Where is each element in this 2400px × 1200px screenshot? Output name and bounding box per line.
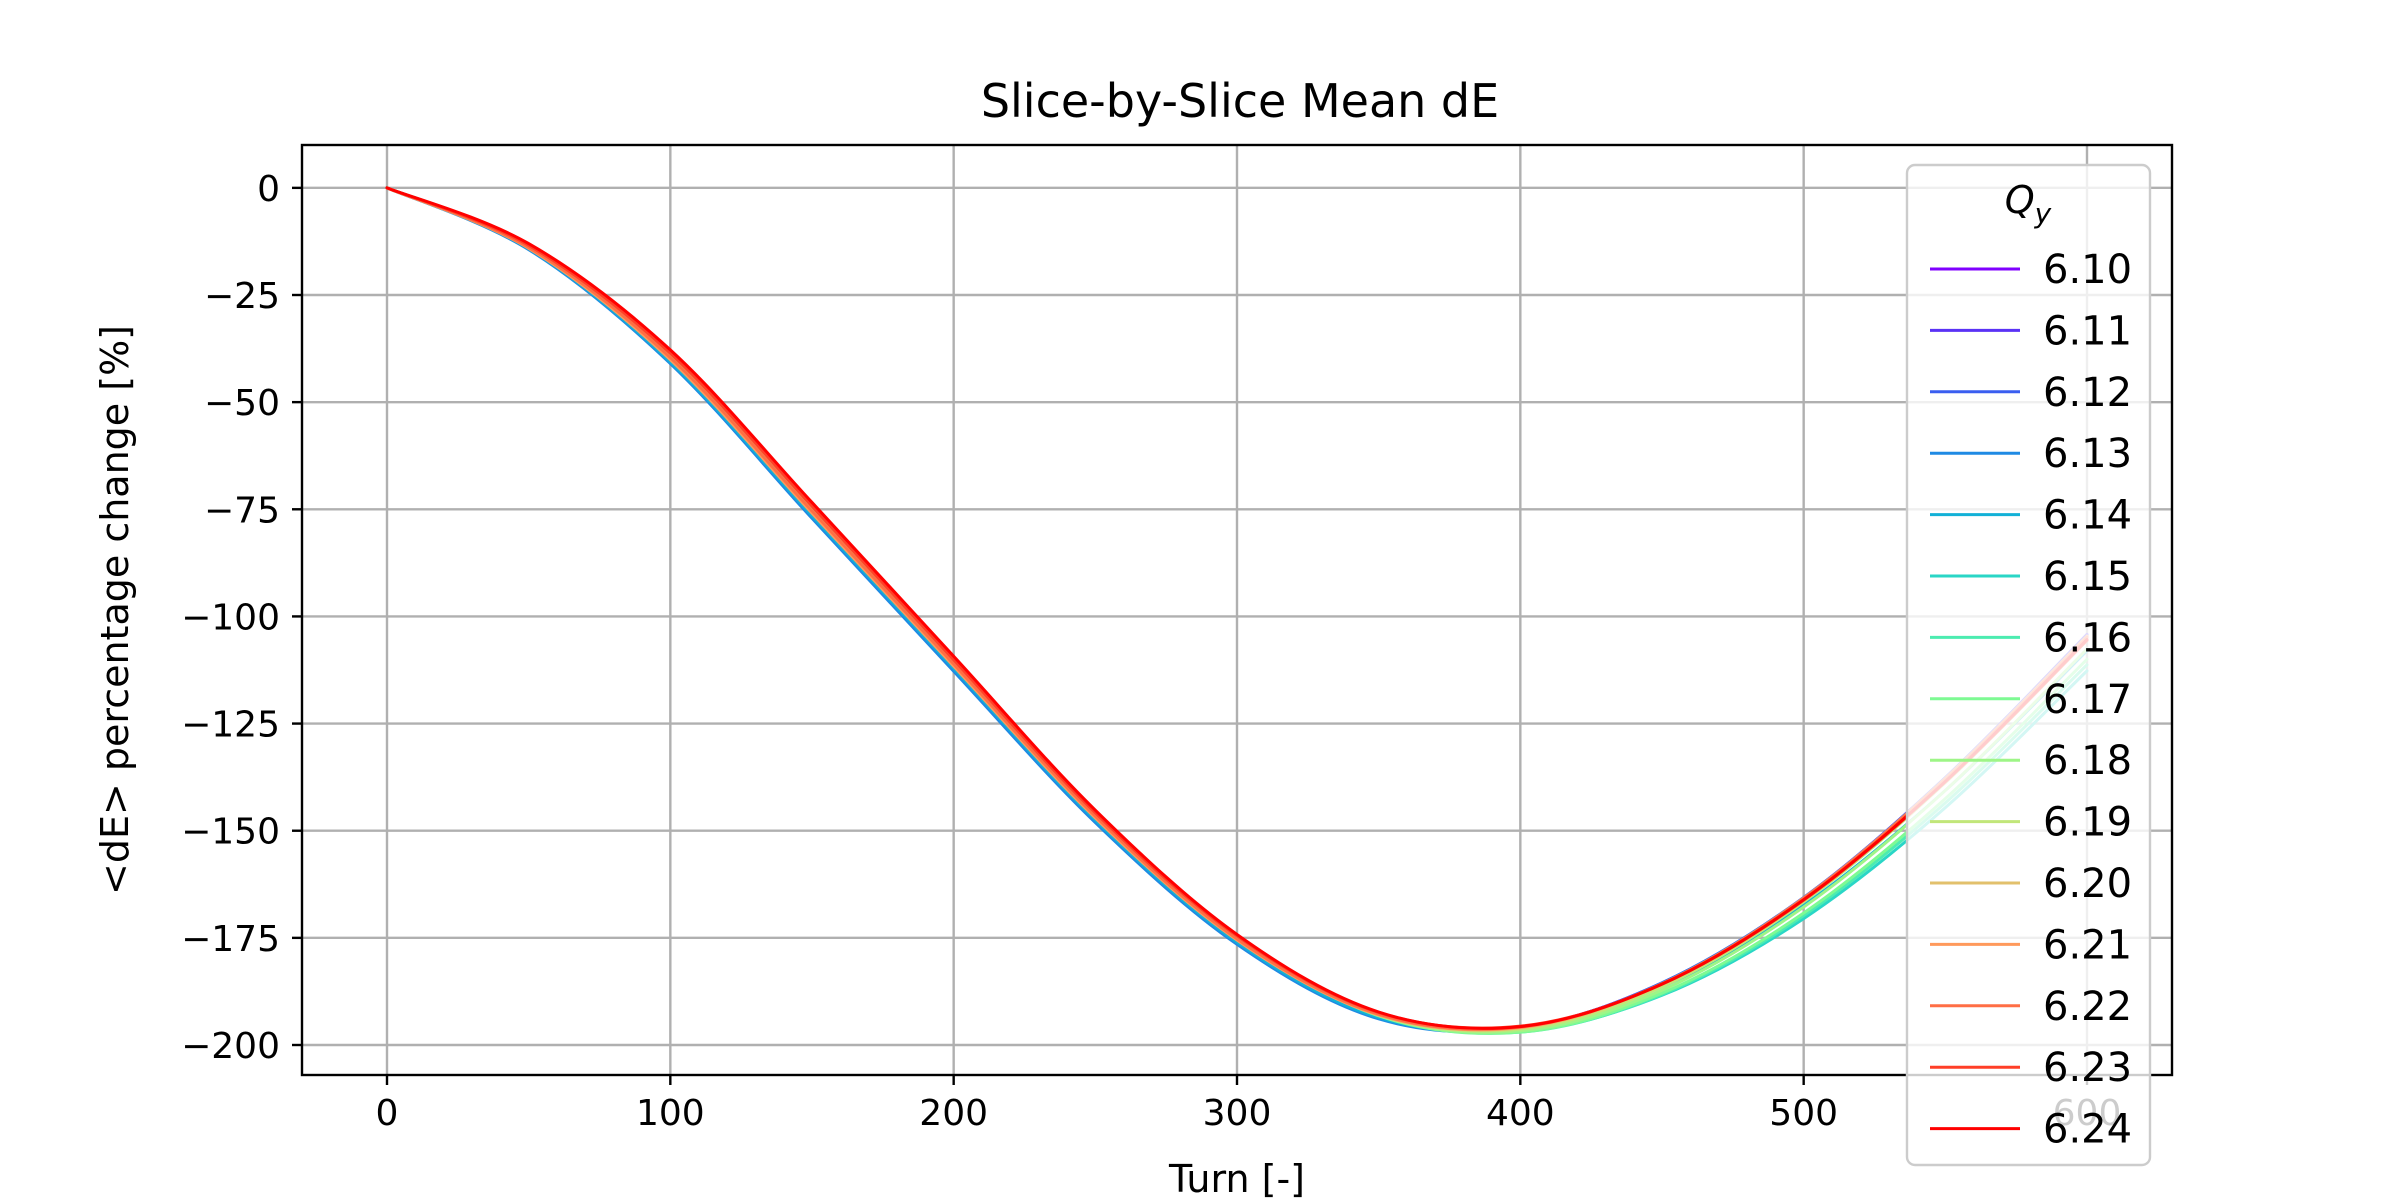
legend-item: 6.14 — [1930, 493, 2132, 539]
series-layer — [385, 186, 2089, 1035]
y-tick-label: 0 — [257, 169, 280, 210]
legend-item: 6.13 — [1930, 431, 2132, 477]
legend: Qy 6.106.116.126.136.146.156.166.176.186… — [1905, 163, 2152, 1167]
legend-item: 6.22 — [1930, 984, 2132, 1030]
legend-item: 6.16 — [1930, 615, 2132, 661]
legend-title-main: Q — [2005, 178, 2035, 222]
x-tick-label: 500 — [1769, 1093, 1838, 1134]
legend-item: 6.15 — [1930, 554, 2132, 600]
legend-label: 6.12 — [2043, 370, 2132, 416]
legend-item: 6.18 — [1930, 738, 2132, 784]
legend-title: Qy — [2005, 178, 2052, 230]
legend-item: 6.12 — [1930, 370, 2132, 416]
legend-label: 6.18 — [2043, 738, 2132, 784]
y-tick-label: −100 — [181, 597, 280, 638]
legend-item: 6.11 — [1930, 308, 2132, 354]
y-tick-label: −200 — [181, 1026, 280, 1067]
x-tick-label: 0 — [376, 1093, 399, 1134]
legend-item: 6.21 — [1930, 922, 2132, 968]
legend-label: 6.23 — [2043, 1045, 2132, 1091]
legend-label: 6.11 — [2043, 308, 2132, 354]
legend-box — [1905, 163, 2152, 1167]
legend-label: 6.21 — [2043, 922, 2132, 968]
legend-item: 6.19 — [1930, 800, 2132, 846]
legend-label: 6.15 — [2043, 554, 2132, 600]
x-axis-label: Turn [-] — [1168, 1157, 1305, 1200]
x-tick-label: 300 — [1203, 1093, 1272, 1134]
y-axis-label: <dE> percentage change [%] — [93, 325, 137, 895]
x-tick-label: 400 — [1486, 1093, 1555, 1134]
legend-title-sub: y — [2034, 197, 2052, 230]
legend-label: 6.24 — [2043, 1107, 2132, 1153]
chart-title: Slice-by-Slice Mean dE — [981, 74, 1499, 128]
legend-label: 6.13 — [2043, 431, 2132, 477]
y-tick-label: −175 — [181, 919, 280, 960]
legend-label: 6.14 — [2043, 493, 2132, 539]
legend-label: 6.16 — [2043, 615, 2132, 661]
legend-label: 6.19 — [2043, 800, 2132, 846]
series-line-6-24 — [385, 186, 2089, 1030]
legend-label: 6.20 — [2043, 861, 2132, 907]
y-tick-label: −25 — [204, 276, 280, 317]
legend-item: 6.10 — [1930, 247, 2132, 293]
x-tick-label: 200 — [919, 1093, 988, 1134]
legend-label: 6.10 — [2043, 247, 2132, 293]
x-tick-label: 100 — [636, 1093, 705, 1134]
legend-label: 6.17 — [2043, 677, 2132, 723]
legend-entries: 6.10 6.11 6.12 6.13 6.14 6.15 6.16 6.17 6.18 6.19… — [1930, 247, 2132, 1153]
y-tick-label: −75 — [204, 490, 280, 531]
legend-label: 6.22 — [2043, 984, 2132, 1030]
legend-item: 6.17 — [1930, 677, 2132, 723]
legend-item: 6.24 — [1930, 1107, 2132, 1153]
legend-item: 6.20 — [1930, 861, 2132, 907]
legend-item: 6.23 — [1930, 1045, 2132, 1091]
y-tick-label: −150 — [181, 812, 280, 853]
y-tick-label: −50 — [204, 383, 280, 424]
y-tick-label: −125 — [181, 705, 280, 746]
